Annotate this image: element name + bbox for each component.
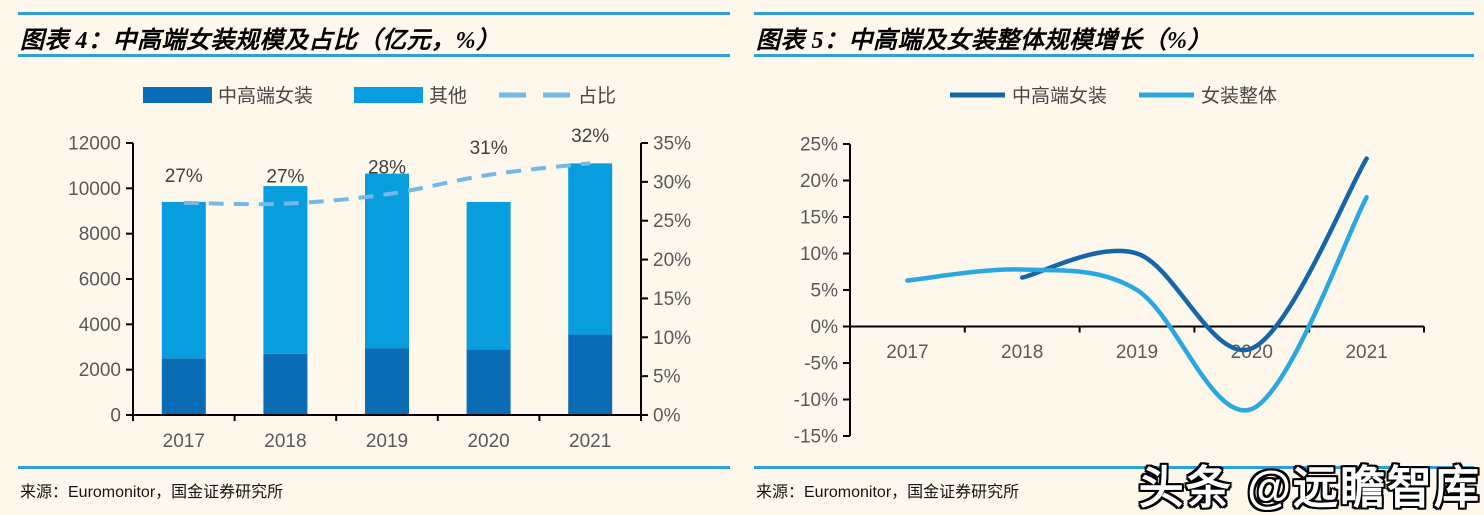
y-axis-tick-label: 0 xyxy=(110,406,121,427)
x-axis-tick-label: 2019 xyxy=(1116,342,1158,363)
series-line xyxy=(905,195,1369,413)
y-axis-tick-label: 10% xyxy=(800,244,838,265)
x-axis-tick-label: 2020 xyxy=(1231,342,1273,363)
legend-label: 中高端女装 xyxy=(218,85,313,107)
bar-segment xyxy=(568,334,613,415)
title-divider xyxy=(18,54,730,57)
y-axis-tick-label: -15% xyxy=(794,427,838,448)
bar-segment xyxy=(263,353,308,415)
legend-label: 其他 xyxy=(429,85,467,107)
x-axis-tick-label: 2019 xyxy=(366,431,408,452)
x-axis-tick-label: 2017 xyxy=(163,431,205,452)
y-axis-tick-label: 0% xyxy=(811,317,839,338)
bar-segment xyxy=(466,349,511,415)
right-chart-source: 来源：Euromonitor，国金证券研究所 xyxy=(756,484,1020,501)
data-label: 28% xyxy=(368,157,406,178)
y-axis-tick-label: 2000 xyxy=(79,360,121,381)
y-axis-tick-label: 10000 xyxy=(68,179,121,200)
x-axis-tick-label: 2017 xyxy=(886,342,928,363)
bottom-divider xyxy=(18,466,730,469)
bar-segment xyxy=(161,201,206,359)
bar-segment xyxy=(568,163,613,335)
y-axis-tick-label: 25% xyxy=(800,135,838,156)
left-chart-panel: 图表 4：中高端女装规模及占比（亿元，%） 来源：Euromonitor，国金证… xyxy=(18,0,730,515)
bar-segment xyxy=(466,201,511,350)
y-axis-tick-label: 25% xyxy=(653,211,691,232)
top-divider xyxy=(18,12,730,15)
bars xyxy=(161,163,613,415)
y-axis-tick-label: 12000 xyxy=(68,134,121,155)
y-axis-tick-label: 5% xyxy=(653,367,681,388)
y-axis-tick-label: 8000 xyxy=(79,224,121,245)
legend-label: 女装整体 xyxy=(1201,85,1277,107)
series-line xyxy=(1019,156,1369,353)
y-axis-tick-label: 35% xyxy=(653,134,691,155)
bar-line-combo-chart: 中高端女装 其他 占比 0 2000 4000 6000 8000 10000 12000 0% 5%… xyxy=(68,85,691,453)
y-axis-tick-label: 20% xyxy=(800,171,838,192)
bar-segment xyxy=(263,186,308,354)
axes: 0 2000 4000 6000 8000 10000 12000 0% 5% 10% 15% 20%… xyxy=(68,134,691,453)
y-axis-tick-label: 30% xyxy=(653,172,691,193)
right-chart-title: 图表 5：中高端及女装整体规模增长（%） xyxy=(756,28,1212,54)
data-label: 27% xyxy=(266,167,304,188)
legend: 中高端女装 女装整体 xyxy=(950,85,1277,107)
growth-line-chart: 中高端女装 女装整体 -15% -10% -5% 0% 5% 10% 15% 20% 25% 2017… xyxy=(794,85,1425,448)
y-axis-tick-label: 4000 xyxy=(79,315,121,336)
y-axis-tick-label: 0% xyxy=(653,406,681,427)
data-label: 32% xyxy=(571,126,609,147)
x-axis-tick-label: 2018 xyxy=(264,431,306,452)
bottom-divider xyxy=(754,466,1474,469)
data-label: 27% xyxy=(165,166,203,187)
x-axis-tick-label: 2018 xyxy=(1001,342,1043,363)
data-label: 31% xyxy=(470,138,508,159)
y-axis-tick-label: -5% xyxy=(804,354,838,375)
left-chart-source: 来源：Euromonitor，国金证券研究所 xyxy=(20,484,284,501)
axes: -15% -10% -5% 0% 5% 10% 15% 20% 25% 2017 2018 2019 2… xyxy=(794,135,1425,448)
top-divider xyxy=(754,12,1474,15)
bar-segment xyxy=(365,173,409,349)
x-axis-tick-label: 2021 xyxy=(569,431,611,452)
legend-swatch xyxy=(143,87,212,103)
y-axis-tick-label: 20% xyxy=(653,250,691,271)
x-axis-tick-label: 2021 xyxy=(1345,342,1387,363)
legend-label: 中高端女装 xyxy=(1012,85,1107,107)
bar-segment xyxy=(161,358,206,415)
title-divider xyxy=(754,54,1474,57)
legend-swatch xyxy=(354,87,423,103)
x-axis-tick-label: 2020 xyxy=(467,431,509,452)
left-chart-title: 图表 4：中高端女装规模及占比（亿元，%） xyxy=(20,28,501,54)
y-axis-tick-label: 15% xyxy=(800,208,838,229)
y-axis-tick-label: 6000 xyxy=(79,270,121,291)
y-axis-tick-label: 5% xyxy=(811,281,839,302)
y-axis-tick-label: -10% xyxy=(794,390,838,411)
legend-label: 占比 xyxy=(578,85,616,107)
legend: 中高端女装 其他 占比 xyxy=(143,85,616,107)
ratio-dashed-line xyxy=(183,161,591,207)
bar-segment xyxy=(365,348,409,415)
watermark: 头条 @远瞻智库 xyxy=(1138,462,1481,513)
y-axis-tick-label: 10% xyxy=(653,328,691,349)
y-axis-tick-label: 15% xyxy=(653,289,691,310)
right-chart-panel: 图表 5：中高端及女装整体规模增长（%） 来源：Euromonitor，国金证券… xyxy=(754,0,1474,515)
